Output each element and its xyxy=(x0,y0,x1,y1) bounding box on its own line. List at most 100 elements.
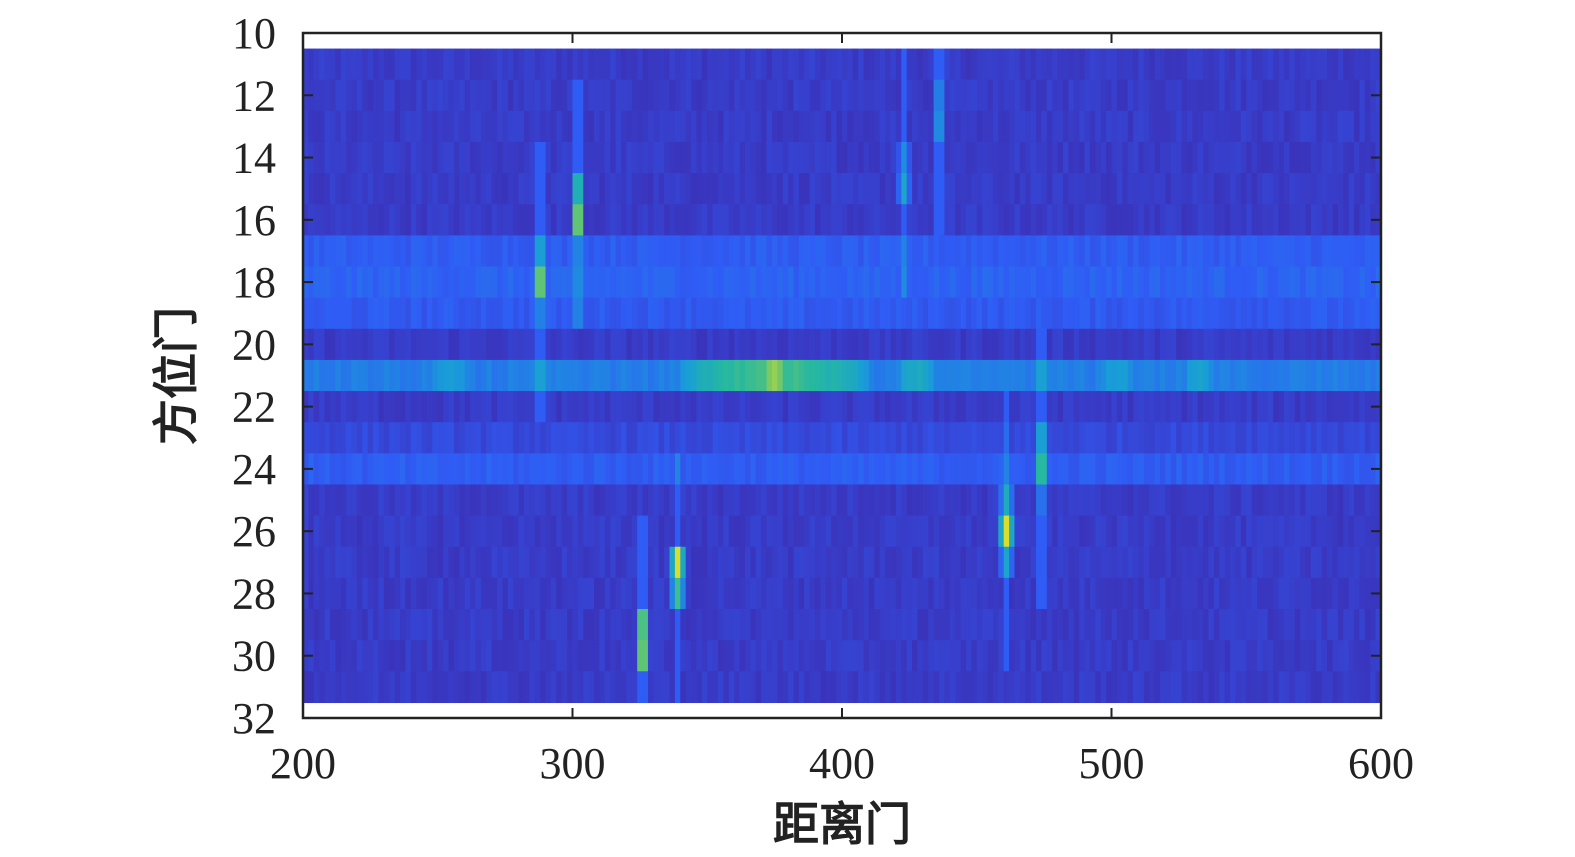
heatmap-cell xyxy=(324,484,331,517)
heatmap-cell xyxy=(906,577,913,610)
heatmap-cell xyxy=(599,328,606,361)
heatmap-cell xyxy=(626,484,633,517)
heatmap-cell xyxy=(788,391,795,423)
heatmap-cell xyxy=(556,79,563,112)
heatmap-cell xyxy=(653,609,660,641)
heatmap-cell xyxy=(383,391,390,423)
heatmap-cell xyxy=(917,235,924,268)
heatmap-cell xyxy=(1246,48,1253,81)
heatmap-cell xyxy=(788,110,795,143)
heatmap-cell xyxy=(982,173,989,205)
heatmap-cell xyxy=(1036,297,1043,330)
heatmap-cell xyxy=(1267,359,1274,392)
heatmap-cell xyxy=(971,640,978,672)
heatmap-cell xyxy=(426,577,433,610)
heatmap-cell xyxy=(400,141,407,174)
heatmap-cell xyxy=(362,173,369,205)
heatmap-cell xyxy=(335,141,342,174)
heatmap-cell xyxy=(1014,204,1021,236)
heatmap-cell xyxy=(1073,577,1080,610)
heatmap-cell xyxy=(383,297,390,330)
heatmap-cell xyxy=(599,546,606,579)
heatmap-cell xyxy=(491,609,498,641)
heatmap-cell xyxy=(1257,328,1264,361)
heatmap-cell xyxy=(831,484,838,517)
heatmap-cell xyxy=(486,48,493,81)
heatmap-cell xyxy=(1170,297,1177,330)
heatmap-cell xyxy=(1224,141,1231,174)
heatmap-cell xyxy=(820,297,827,330)
heatmap-cell xyxy=(793,671,800,704)
heatmap-cell xyxy=(976,453,983,486)
heatmap-cell xyxy=(389,422,396,454)
heatmap-cell xyxy=(642,110,649,143)
heatmap-cell xyxy=(513,297,520,330)
heatmap-cell xyxy=(1283,671,1290,704)
heatmap-cell xyxy=(771,141,778,174)
heatmap-cell xyxy=(1122,110,1129,143)
heatmap-cell xyxy=(1057,173,1064,205)
heatmap-cell xyxy=(518,328,525,361)
heatmap-cell xyxy=(1273,204,1280,236)
heatmap-cell xyxy=(486,453,493,486)
heatmap-cell xyxy=(626,577,633,610)
heatmap-cell xyxy=(470,328,477,361)
heatmap-cell xyxy=(1375,297,1382,330)
heatmap-cell xyxy=(502,110,509,143)
heatmap-cell xyxy=(761,359,768,392)
heatmap-cell xyxy=(432,266,439,299)
heatmap-cell xyxy=(1359,484,1366,517)
heatmap-cell xyxy=(1230,235,1237,268)
heatmap-cell xyxy=(739,235,746,268)
heatmap-cell xyxy=(1165,577,1172,610)
heatmap-cell xyxy=(448,48,455,81)
heatmap-cell xyxy=(577,640,584,672)
heatmap-cell xyxy=(992,640,999,672)
heatmap-cell xyxy=(561,671,568,704)
heatmap-cell xyxy=(804,359,811,392)
heatmap-cell xyxy=(1127,235,1134,268)
heatmap-cell xyxy=(319,328,326,361)
heatmap-cell xyxy=(885,391,892,423)
y-tick-label: 10 xyxy=(232,9,276,58)
heatmap-cell xyxy=(782,297,789,330)
heatmap-cell xyxy=(825,515,832,548)
heatmap-cell xyxy=(1343,453,1350,486)
heatmap-cell xyxy=(895,79,902,112)
heatmap-cell xyxy=(497,546,504,579)
heatmap-cell xyxy=(815,297,822,330)
heatmap-cell xyxy=(976,391,983,423)
heatmap-cell xyxy=(1230,453,1237,486)
heatmap-cell xyxy=(1025,110,1032,143)
heatmap-cell xyxy=(389,297,396,330)
heatmap-cell xyxy=(825,297,832,330)
heatmap-cell xyxy=(470,48,477,81)
heatmap-cell xyxy=(1062,328,1069,361)
heatmap-cell xyxy=(976,359,983,392)
heatmap-cell xyxy=(1181,266,1188,299)
heatmap-cell xyxy=(626,640,633,672)
heatmap-cell xyxy=(804,328,811,361)
heatmap-cell xyxy=(944,484,951,517)
heatmap-cell xyxy=(793,173,800,205)
heatmap-cell xyxy=(976,48,983,81)
heatmap-cell xyxy=(1337,453,1344,486)
heatmap-cell xyxy=(502,141,509,174)
heatmap-cell xyxy=(459,577,466,610)
heatmap-cell xyxy=(965,422,972,454)
heatmap-cell xyxy=(319,515,326,548)
heatmap-cell xyxy=(1283,328,1290,361)
heatmap-cell xyxy=(1079,110,1086,143)
heatmap-cell xyxy=(933,640,940,672)
heatmap-cell xyxy=(1289,48,1296,81)
heatmap-cell xyxy=(1230,48,1237,81)
heatmap-cell xyxy=(836,359,843,392)
heatmap-cell xyxy=(1267,453,1274,486)
heatmap-cell xyxy=(1138,110,1145,143)
heatmap-cell xyxy=(443,266,450,299)
heatmap-cell xyxy=(1310,359,1317,392)
heatmap-cell xyxy=(1057,671,1064,704)
heatmap-cell xyxy=(1003,141,1010,174)
heatmap-cell xyxy=(1111,204,1118,236)
heatmap-cell xyxy=(696,235,703,268)
